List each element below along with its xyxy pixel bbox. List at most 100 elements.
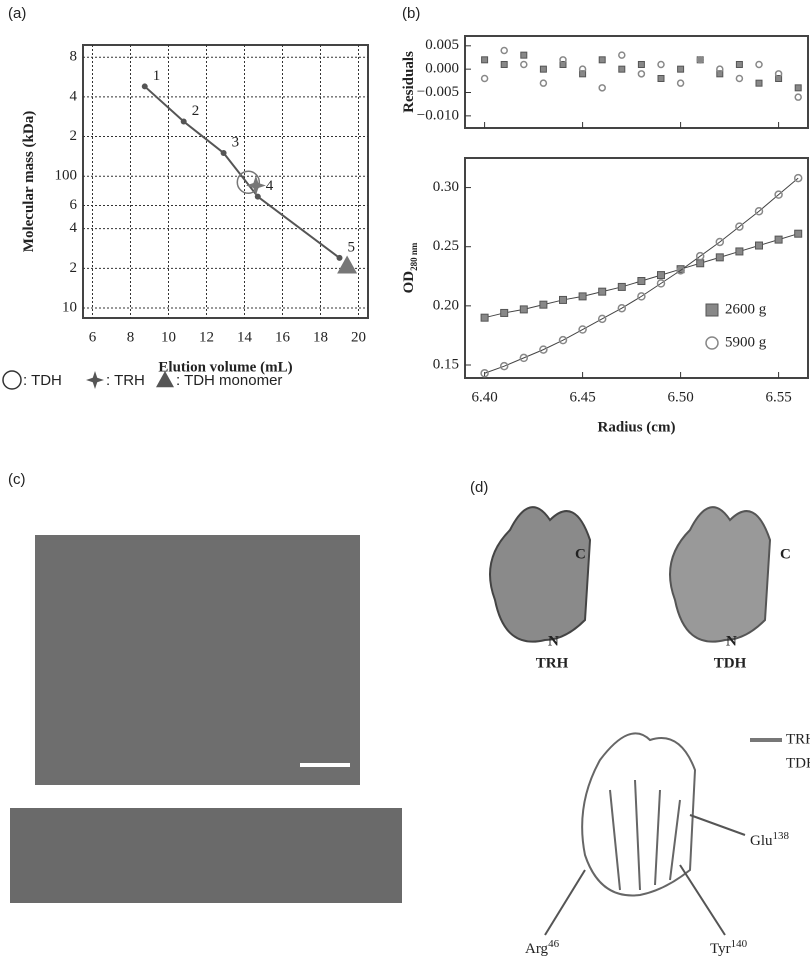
point (754, 206, 764, 216)
point (774, 70, 783, 78)
ribbon-overlay (581, 732, 697, 897)
ribbon-tdh (669, 506, 772, 643)
point (735, 60, 743, 68)
point (598, 287, 607, 296)
y-axis-label-main: Residuals (401, 51, 417, 113)
point (696, 259, 705, 268)
point (618, 65, 626, 73)
legend-entry: : TDH (23, 372, 62, 389)
x-tick-label: 18 (313, 329, 328, 345)
structure-name: TRH (536, 655, 569, 671)
terminus-label: C (780, 546, 791, 562)
point (676, 266, 685, 275)
point (579, 70, 587, 78)
legend-marker (705, 336, 719, 350)
residue-label: Glu138 (750, 830, 790, 850)
point (539, 65, 547, 73)
point (794, 93, 802, 101)
residue-label: Tyr140 (710, 938, 748, 958)
point (618, 51, 626, 59)
terminus-label: C (575, 546, 586, 562)
x-tick-label: 6.40 (471, 389, 497, 405)
legend-entry: : TDH monomer (176, 372, 282, 389)
y-tick-label: 0.25 (433, 238, 459, 254)
x-tick-label: 16 (275, 329, 291, 345)
point (656, 279, 666, 288)
terminus-label: N (726, 633, 737, 649)
y-axis-label: OD280 nm (401, 242, 419, 293)
x-axis-label: Elution volume (mL) (158, 359, 292, 375)
point (755, 60, 763, 69)
x-axis-label: Radius (cm) (598, 419, 676, 435)
point-label: 5 (348, 239, 356, 255)
point (337, 255, 358, 274)
point (637, 277, 646, 286)
legend-entry: TDH (786, 755, 810, 771)
point (578, 65, 587, 73)
panel-label: (c) (8, 471, 26, 488)
point (794, 84, 802, 92)
x-tick-label: 12 (199, 329, 214, 345)
point (677, 65, 685, 73)
point (578, 325, 587, 334)
pointer (544, 869, 586, 936)
y-tick-label: 4 (70, 220, 78, 236)
residue-name: Tyr (710, 941, 731, 957)
residue-name: Arg (525, 941, 549, 957)
point (519, 353, 529, 363)
legend-marker (705, 303, 719, 317)
fit-line (484, 177, 799, 374)
point (637, 60, 645, 68)
point (657, 60, 665, 69)
point (793, 173, 803, 183)
panel-label: (a) (8, 5, 26, 22)
point (735, 74, 744, 83)
legend-entry: 5900 g (725, 334, 767, 350)
point (597, 314, 607, 324)
point (499, 361, 509, 371)
point (519, 305, 528, 314)
y-axis-label: Residuals (401, 51, 417, 113)
residue-number: 46 (548, 938, 560, 950)
point (617, 282, 626, 291)
ribbon-structures (489, 506, 782, 936)
y-tick-label: 0.30 (433, 179, 459, 195)
calibration-line (144, 85, 341, 259)
x-tick-label: 20 (351, 329, 366, 345)
point (735, 222, 744, 231)
point (774, 235, 783, 244)
point (578, 292, 587, 301)
point (715, 237, 725, 247)
point (520, 60, 528, 69)
point (559, 295, 567, 304)
y-axis-label-sub: 280 nm (409, 242, 419, 271)
point (716, 65, 724, 73)
point (539, 79, 548, 87)
y-tick-label: 8 (70, 49, 78, 65)
legend-entry: 2600 g (725, 301, 767, 317)
x-tick-label: 6.55 (765, 389, 791, 405)
y-axis-label-main: Molecular mass (kDa) (21, 111, 37, 252)
legend-entry: TRH (786, 731, 810, 747)
legend-marker (156, 371, 174, 388)
point-label: 2 (192, 103, 200, 119)
point (735, 247, 744, 256)
plot-frame (464, 157, 809, 379)
y-tick-label: 100 (55, 168, 78, 184)
point (559, 56, 567, 64)
micrograph (35, 535, 360, 785)
point (657, 271, 665, 280)
legend-marker (2, 370, 22, 390)
point (775, 74, 783, 82)
y-tick-label: −0.010 (417, 107, 459, 123)
point (539, 300, 548, 309)
plot-frame (82, 44, 369, 319)
plot-frame (464, 35, 809, 129)
point (696, 56, 704, 64)
panel-label: (b) (402, 5, 420, 22)
point (558, 335, 568, 345)
y-tick-label: 0.000 (425, 61, 459, 77)
legend-entry: : TRH (106, 372, 145, 389)
point (520, 51, 528, 59)
point (657, 74, 665, 82)
